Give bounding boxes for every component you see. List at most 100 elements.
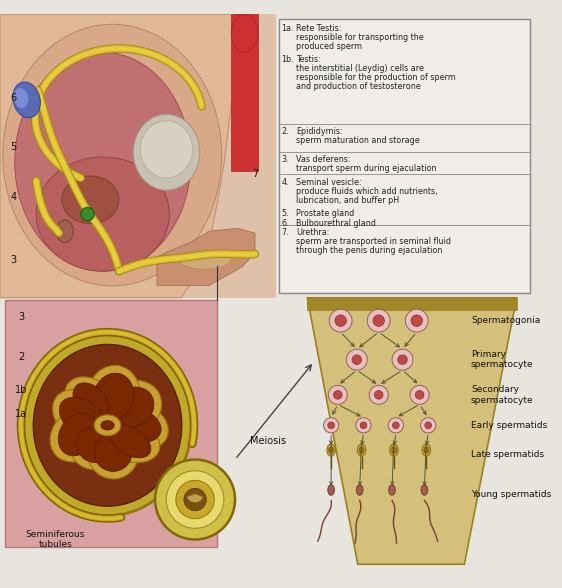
Text: 5.: 5. [282,209,289,218]
Ellipse shape [93,373,134,420]
Ellipse shape [73,383,109,419]
Ellipse shape [50,407,106,462]
Circle shape [356,417,371,433]
Text: 7: 7 [252,169,258,179]
Ellipse shape [133,114,200,191]
Text: 1b: 1b [15,385,27,395]
Wedge shape [187,494,203,503]
Text: 4: 4 [10,192,16,202]
Polygon shape [307,298,516,310]
Text: Seminiferous
tubules: Seminiferous tubules [25,530,85,549]
Ellipse shape [58,413,98,456]
Circle shape [410,385,429,405]
Ellipse shape [88,426,139,479]
Ellipse shape [36,157,169,271]
Circle shape [333,390,342,399]
Bar [231,14,258,171]
Circle shape [155,460,235,539]
Text: 1a.: 1a. [282,24,294,33]
Bar [279,19,530,293]
Circle shape [398,355,407,365]
Circle shape [184,489,206,511]
Circle shape [328,385,347,405]
Text: Prostate gland: Prostate gland [296,209,354,218]
Ellipse shape [421,485,428,495]
Circle shape [346,349,368,370]
Ellipse shape [94,415,121,436]
Ellipse shape [112,387,154,427]
Ellipse shape [422,444,430,456]
Ellipse shape [53,390,112,446]
Ellipse shape [327,444,336,456]
Text: Urethra:: Urethra: [296,228,329,238]
Ellipse shape [424,447,429,453]
Text: 6: 6 [10,93,16,103]
Text: lubrication, and buffer pH: lubrication, and buffer pH [296,196,399,205]
Circle shape [328,422,334,429]
Text: Early spermatids: Early spermatids [471,421,547,430]
Text: Testis:: Testis: [296,55,320,64]
Text: 4.: 4. [282,178,289,187]
Ellipse shape [62,176,119,223]
Circle shape [411,315,423,326]
Ellipse shape [140,121,193,178]
Ellipse shape [389,444,398,456]
Circle shape [166,471,224,528]
Ellipse shape [357,444,366,456]
Text: sperm are transported in seminal fluid: sperm are transported in seminal fluid [296,238,451,246]
Text: 1b.: 1b. [282,55,294,64]
Ellipse shape [13,88,29,108]
Ellipse shape [15,52,191,271]
Text: 2: 2 [18,352,24,362]
Text: and production of testosterone: and production of testosterone [296,82,421,91]
Text: 3: 3 [18,312,24,322]
Text: responsible for the production of sperm: responsible for the production of sperm [296,74,456,82]
Text: Vas deferens:: Vas deferens: [296,155,351,164]
Circle shape [392,422,399,429]
Ellipse shape [101,420,160,463]
Text: 3: 3 [10,255,16,265]
Text: 7.: 7. [282,228,289,238]
Polygon shape [307,298,516,564]
Ellipse shape [59,397,106,438]
Ellipse shape [56,220,73,243]
Circle shape [360,422,367,429]
Text: responsible for transporting the: responsible for transporting the [296,33,424,42]
Circle shape [415,390,424,399]
Text: Late spermatids: Late spermatids [471,450,544,459]
Ellipse shape [76,427,112,463]
Ellipse shape [356,485,363,495]
Ellipse shape [101,420,114,430]
Ellipse shape [13,82,40,118]
Text: Young spermatids: Young spermatids [471,490,551,499]
Circle shape [374,390,383,399]
Circle shape [81,208,94,220]
Circle shape [405,309,428,332]
Bar [4,300,217,547]
Ellipse shape [110,425,151,458]
Text: produce fluids which add nutrients,: produce fluids which add nutrients, [296,187,437,196]
Ellipse shape [65,377,117,425]
Ellipse shape [105,380,162,434]
Text: Epididymis:: Epididymis: [296,126,343,136]
Ellipse shape [3,24,221,286]
Polygon shape [157,228,255,285]
Ellipse shape [33,345,182,506]
Circle shape [368,309,390,332]
Text: 2.: 2. [282,126,289,136]
Circle shape [335,315,346,326]
Circle shape [369,385,388,405]
Circle shape [388,417,404,433]
Circle shape [324,417,339,433]
Ellipse shape [392,447,396,453]
Circle shape [352,355,361,365]
Circle shape [392,349,413,370]
Ellipse shape [115,408,161,442]
Ellipse shape [178,250,231,269]
Text: 3.: 3. [282,155,289,164]
Ellipse shape [94,433,132,472]
Circle shape [176,480,214,519]
Text: Meiosis: Meiosis [250,436,287,446]
Ellipse shape [359,447,364,453]
Ellipse shape [329,447,333,453]
